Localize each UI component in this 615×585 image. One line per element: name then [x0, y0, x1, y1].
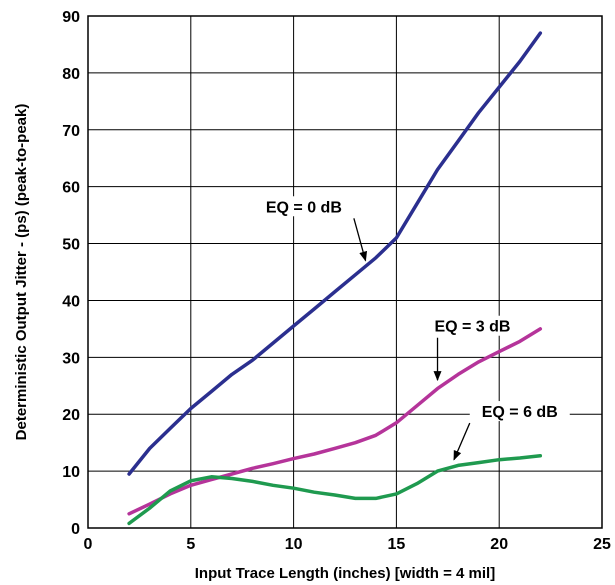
x-tick-labels: 0 5 10 15 20 25	[84, 536, 611, 553]
x-tick-label: 5	[186, 536, 195, 553]
y-tick-label: 40	[62, 293, 80, 310]
x-tick-label: 15	[388, 536, 406, 553]
y-tick-label: 20	[62, 407, 80, 424]
x-tick-label: 25	[593, 536, 611, 553]
y-tick-label: 60	[62, 180, 80, 197]
x-axis-title: Input Trace Length (inches) [width = 4 m…	[195, 565, 495, 582]
y-tick-label: 50	[62, 237, 80, 254]
plot-frame	[87, 15, 603, 529]
y-tick-label: 30	[62, 350, 80, 367]
annotation-arrow	[353, 218, 368, 262]
y-tick-labels: 0 10 20 30 40 50 60 70 80 90	[62, 9, 80, 538]
x-tick-label: 0	[84, 536, 93, 553]
series-line-0	[127, 31, 543, 476]
annotation-label: EQ = 3 dB	[434, 319, 510, 336]
y-tick-label: 10	[62, 464, 80, 481]
annotations: EQ = 0 dB EQ = 3 dB EQ = 6 dB	[253, 196, 570, 461]
annotation-background	[422, 315, 523, 336]
series-line-1	[127, 327, 543, 516]
annotation-background	[253, 196, 354, 217]
y-tick-label: 0	[71, 521, 80, 538]
data-series	[127, 31, 543, 526]
series-line-2	[127, 454, 543, 526]
x-tick-label: 20	[490, 536, 508, 553]
y-tick-label: 90	[62, 9, 80, 26]
y-axis-title: Deterministic Output Jitter - (ps) (peak…	[13, 104, 30, 441]
y-tick-label: 80	[62, 66, 80, 83]
y-tick-label: 70	[62, 123, 80, 140]
annotation-arrow	[453, 422, 471, 461]
annotation-label: EQ = 6 dB	[482, 404, 558, 421]
annotation-background	[469, 401, 570, 422]
x-tick-label: 10	[285, 536, 303, 553]
grid-lines	[88, 16, 602, 528]
annotation-label: EQ = 0 dB	[266, 199, 342, 216]
